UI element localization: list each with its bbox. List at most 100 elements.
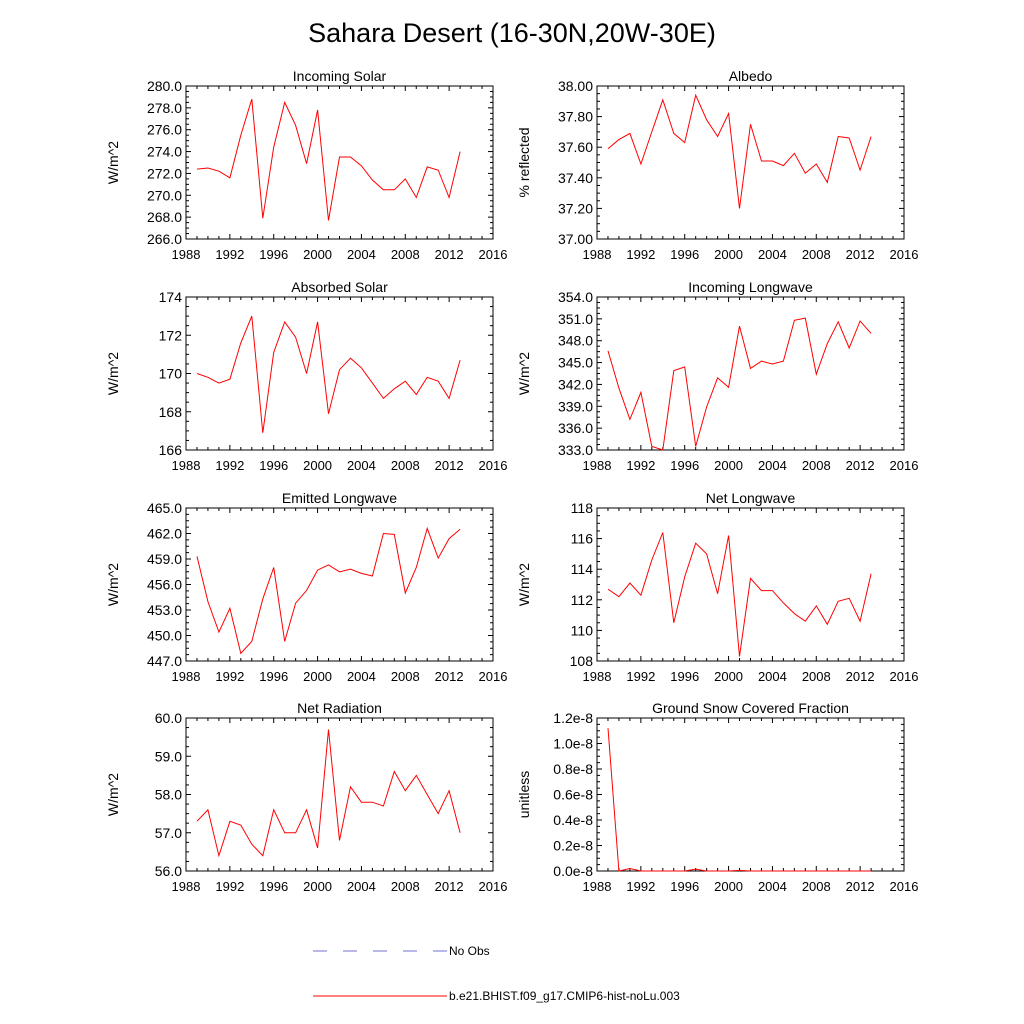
y-tick-label: 280.0 xyxy=(147,78,182,94)
x-tick-label: 1996 xyxy=(259,879,288,894)
x-tick-label: 2000 xyxy=(303,669,332,684)
panel-title: Net Longwave xyxy=(706,490,796,506)
x-tick-label: 2008 xyxy=(391,458,420,473)
series-line xyxy=(196,315,461,433)
y-tick-label: 0.8e-8 xyxy=(553,761,593,777)
x-tick-label: 2000 xyxy=(303,879,332,894)
x-tick-label: 1996 xyxy=(670,247,699,262)
x-tick-label: 2016 xyxy=(890,669,919,684)
x-tick-label: 1988 xyxy=(172,669,201,684)
y-tick-label: 351.0 xyxy=(558,311,593,327)
x-tick-label: 2016 xyxy=(479,458,508,473)
series-line xyxy=(196,98,461,221)
y-tick-label: 270.0 xyxy=(147,187,182,203)
x-tick-label: 2008 xyxy=(391,669,420,684)
x-tick-label: 2016 xyxy=(890,247,919,262)
panel-title: Net Radiation xyxy=(297,700,382,716)
y-tick-label: 447.0 xyxy=(147,653,182,669)
x-tick-label: 1992 xyxy=(626,458,655,473)
chart-panel: Emitted Longwave W/m^2 1988 1992 1996 2000 200… xyxy=(105,490,507,684)
x-tick-label: 1996 xyxy=(259,458,288,473)
x-tick-label: 2004 xyxy=(347,458,376,473)
x-tick-label: 2004 xyxy=(347,669,376,684)
y-tick-label: 0.2e-8 xyxy=(553,838,593,854)
y-tick-label: 453.0 xyxy=(147,602,182,618)
series-line xyxy=(607,532,872,657)
y-tick-label: 170 xyxy=(159,366,183,382)
x-tick-label: 1996 xyxy=(670,879,699,894)
chart-panel: Ground Snow Covered Fraction unitless 1988… xyxy=(516,700,918,894)
page-title: Sahara Desert (16-30N,20W-30E) xyxy=(308,18,716,48)
x-tick-label: 1988 xyxy=(583,669,612,684)
y-tick-label: 57.0 xyxy=(155,825,182,841)
y-tick-label: 1.2e-8 xyxy=(553,710,593,726)
y-tick-label: 0.0e-8 xyxy=(553,863,593,879)
y-tick-label: 168 xyxy=(159,404,183,420)
y-tick-label: 348.0 xyxy=(558,333,593,349)
x-tick-label: 1988 xyxy=(583,247,612,262)
x-tick-label: 2012 xyxy=(846,458,875,473)
panel-title: Absorbed Solar xyxy=(291,279,388,295)
x-tick-label: 2008 xyxy=(802,879,831,894)
y-tick-label: 1.0e-8 xyxy=(553,736,593,752)
x-tick-label: 1992 xyxy=(626,669,655,684)
x-tick-label: 2000 xyxy=(303,458,332,473)
x-tick-label: 2004 xyxy=(758,458,787,473)
chart-panel: Absorbed Solar W/m^2 1988 1992 1996 2000 2004 2… xyxy=(105,279,507,473)
y-tick-label: 56.0 xyxy=(155,863,182,879)
series-line xyxy=(607,93,872,209)
plot-frame xyxy=(596,507,905,662)
x-tick-label: 1996 xyxy=(259,247,288,262)
y-tick-label: 345.0 xyxy=(558,355,593,371)
x-tick-label: 1992 xyxy=(626,879,655,894)
x-tick-label: 2016 xyxy=(479,879,508,894)
y-tick-label: 276.0 xyxy=(147,122,182,138)
y-tick-label: 114 xyxy=(571,561,594,577)
x-tick-label: 2016 xyxy=(479,669,508,684)
chart-panel: Incoming Solar W/m^2 1988 1992 1996 2000 2004 2… xyxy=(105,68,507,262)
y-tick-label: 333.0 xyxy=(558,442,593,458)
y-tick-label: 0.6e-8 xyxy=(553,787,593,803)
x-tick-label: 2008 xyxy=(802,247,831,262)
panel-title: Incoming Solar xyxy=(293,68,387,84)
panel-title: Incoming Longwave xyxy=(688,279,813,295)
y-tick-label: 108 xyxy=(570,653,594,669)
x-tick-label: 2016 xyxy=(890,458,919,473)
x-tick-label: 1992 xyxy=(215,458,244,473)
y-tick-label: 456.0 xyxy=(147,577,182,593)
x-tick-label: 1992 xyxy=(626,247,655,262)
panel-title: Ground Snow Covered Fraction xyxy=(652,700,849,716)
y-tick-label: 465.0 xyxy=(147,500,182,516)
x-tick-label: 1992 xyxy=(215,247,244,262)
y-tick-label: 268.0 xyxy=(147,209,182,225)
y-tick-label: 112 xyxy=(571,592,594,608)
y-axis-label: W/m^2 xyxy=(105,352,121,395)
x-tick-label: 1988 xyxy=(172,458,201,473)
y-tick-label: 37.80 xyxy=(558,109,593,125)
y-tick-label: 59.0 xyxy=(155,748,182,764)
x-tick-label: 2000 xyxy=(714,879,743,894)
panel-title: Albedo xyxy=(729,68,773,84)
y-axis-label: W/m^2 xyxy=(105,773,121,816)
plot-frame xyxy=(596,717,905,872)
y-tick-label: 58.0 xyxy=(155,787,182,803)
y-tick-label: 0.4e-8 xyxy=(553,812,593,828)
chart-panel: Incoming Longwave W/m^2 1988 1992 1996 2000 20… xyxy=(516,279,918,473)
x-tick-label: 1992 xyxy=(215,669,244,684)
legend: No Obs b.e21.BHIST.f09_g17.CMIP6-hist-no… xyxy=(313,944,680,1003)
x-tick-label: 1988 xyxy=(583,458,612,473)
y-tick-label: 37.20 xyxy=(558,200,593,216)
x-tick-label: 2004 xyxy=(758,879,787,894)
x-tick-label: 2004 xyxy=(347,247,376,262)
x-tick-label: 2012 xyxy=(846,247,875,262)
x-tick-label: 2012 xyxy=(435,879,464,894)
x-tick-label: 2000 xyxy=(714,458,743,473)
x-tick-label: 2012 xyxy=(846,669,875,684)
x-tick-label: 2004 xyxy=(758,247,787,262)
legend-obs-label: No Obs xyxy=(449,944,490,958)
x-tick-label: 1992 xyxy=(215,879,244,894)
x-tick-label: 2016 xyxy=(479,247,508,262)
x-tick-label: 1996 xyxy=(670,458,699,473)
x-tick-label: 2004 xyxy=(758,669,787,684)
